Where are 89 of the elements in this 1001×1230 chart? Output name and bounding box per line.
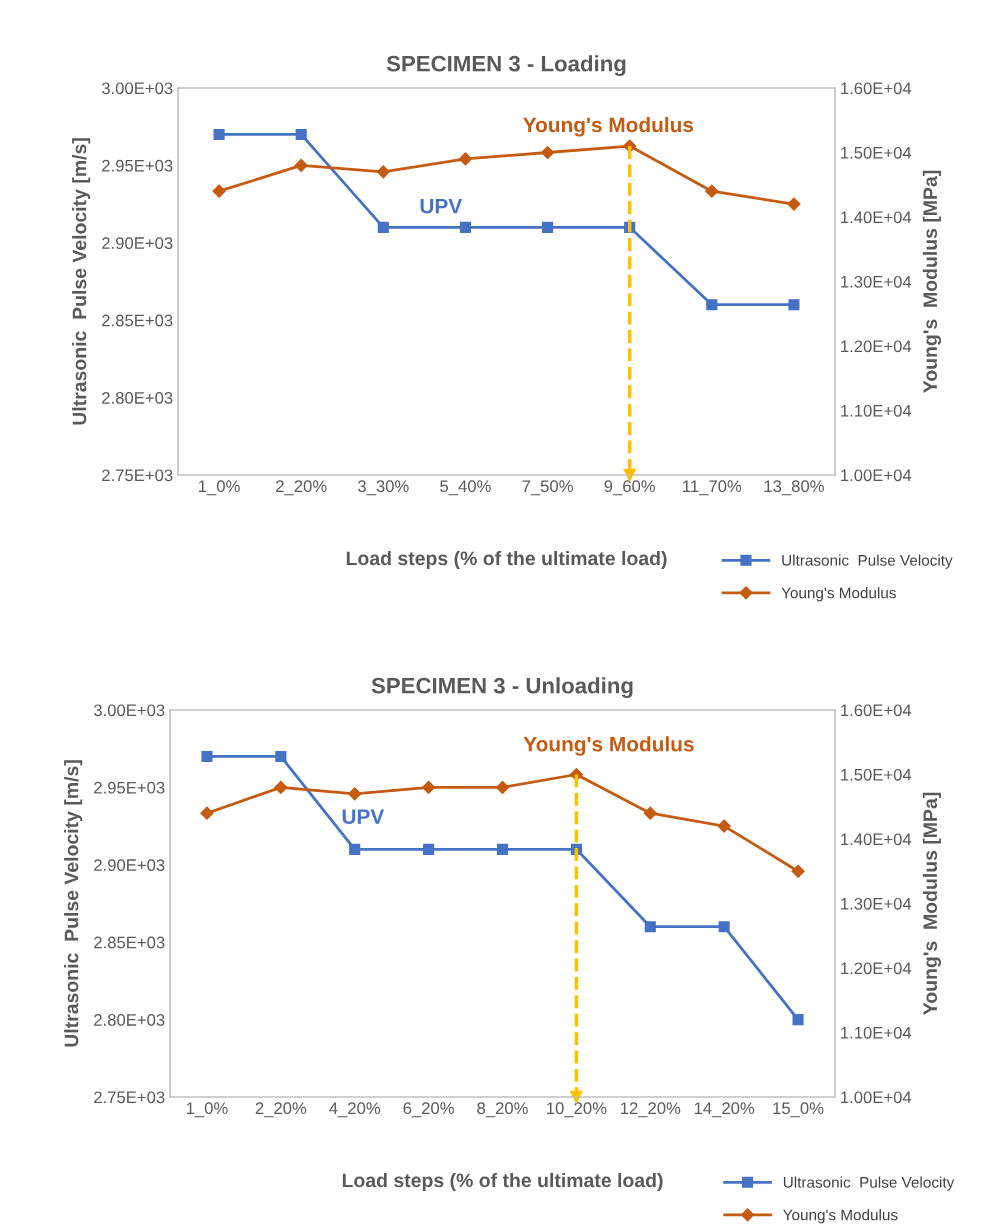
y2-axis-title: Young's Modulus [MPa] (922, 170, 942, 393)
annotation: UPV (342, 809, 385, 824)
y2-tick-label: 1.60E+04 (841, 82, 912, 95)
x-tick-label: 2_20% (255, 1102, 307, 1118)
y-tick-label: 2.95E+03 (102, 159, 173, 172)
legend-label: Ultrasonic Pulse Velocity (782, 554, 953, 569)
x-tick-label: 7_50% (522, 480, 573, 496)
legend-label: Young's Modulus (781, 587, 896, 602)
point (213, 128, 225, 140)
y-tick-label: 3.00E+03 (101, 82, 173, 95)
point (212, 184, 226, 198)
x-tick-label: 12_20% (620, 1102, 681, 1118)
x-tick-label: 15_0% (773, 1102, 824, 1118)
y2-tick-label: 1.00E+04 (841, 1091, 912, 1104)
point (540, 145, 555, 160)
x-tick-label: 4_20% (329, 1102, 381, 1118)
y2-tick-label: 1.20E+04 (841, 340, 912, 353)
point (458, 152, 473, 166)
y2-tick-label: 1.10E+04 (841, 404, 912, 417)
point (542, 221, 554, 233)
y-tick-label: 2.95E+03 (94, 781, 165, 794)
y-tick-label: 2.90E+03 (94, 859, 165, 871)
y2-tick-label: 1.30E+04 (841, 897, 912, 910)
point (423, 843, 435, 855)
y-tick-label: 2.85E+03 (94, 936, 165, 949)
y2-tick-label: 1.20E+04 (841, 962, 912, 975)
y-axis-title: Ultrasonic Pulse Velocity [m/s] (64, 760, 83, 1047)
y2-tick-label: 1.10E+04 (841, 1026, 912, 1039)
x-tick-label: 1_0% (186, 1102, 228, 1118)
legend-label: Young's Modulus (783, 1209, 898, 1224)
y-tick-label: 2.80E+03 (102, 392, 173, 404)
point (294, 158, 308, 172)
legend-label: Ultrasonic Pulse Velocity (783, 1176, 955, 1191)
x-tick-label: 14_20% (694, 1102, 755, 1118)
annotation: Young's Modulus (523, 736, 694, 756)
y-tick-label: 2.80E+03 (94, 1014, 165, 1026)
point (348, 787, 362, 801)
x-tick-label: 6_20% (403, 1102, 454, 1118)
point (422, 780, 436, 794)
point (496, 843, 509, 855)
point (201, 750, 213, 762)
y2-tick-label: 1.50E+04 (841, 146, 912, 159)
x-tick-label: 3_30% (358, 480, 409, 496)
y-tick-label: 2.75E+03 (102, 469, 173, 482)
x-tick-label: 13_80% (764, 480, 824, 496)
point (200, 806, 214, 820)
x-tick-label: 9_60% (604, 480, 656, 496)
x-tick-label: 5_40% (440, 480, 491, 496)
point (717, 819, 731, 833)
x-tick-label: 10_20% (547, 1102, 607, 1118)
y2-axis-title: Young's Modulus [MPa] (922, 792, 942, 1015)
y2-tick-label: 1.40E+04 (841, 833, 912, 846)
point (788, 299, 800, 311)
point (459, 221, 471, 233)
point (705, 184, 719, 198)
point (295, 128, 307, 140)
y-tick-label: 2.90E+03 (102, 237, 173, 249)
point (644, 921, 656, 933)
y-tick-label: 3.00E+03 (93, 704, 165, 717)
point (718, 921, 730, 933)
chart-title: SPECIMEN 3 - Loading (386, 55, 626, 77)
point (349, 843, 361, 855)
y2-tick-label: 1.60E+04 (841, 704, 912, 717)
y-axis-title: Ultrasonic Pulse Velocity [m/s] (72, 138, 91, 425)
point (706, 299, 718, 311)
point (787, 197, 801, 211)
x-tick-label: 1_0% (199, 480, 240, 496)
chart-title: SPECIMEN 3 - Unloading (371, 677, 633, 699)
point (643, 806, 657, 820)
point (377, 221, 389, 233)
x-tick-label: 2_20% (276, 480, 327, 496)
x-tick-label: 11_70% (683, 480, 742, 496)
point (495, 780, 510, 794)
point (791, 864, 805, 878)
y2-tick-label: 1.40E+04 (841, 211, 912, 224)
point (376, 165, 390, 179)
y-tick-label: 2.75E+03 (94, 1091, 165, 1104)
point (274, 780, 288, 794)
annotation: UPV (420, 199, 463, 214)
point (792, 1014, 804, 1026)
y2-tick-label: 1.50E+04 (841, 768, 912, 781)
point (275, 750, 287, 762)
y2-tick-label: 1.00E+04 (841, 469, 912, 482)
x-axis-title: Load steps (% of the ultimate load) (346, 550, 667, 570)
x-tick-label: 8_20% (477, 1102, 528, 1118)
x-axis-title: Load steps (% of the ultimate load) (342, 1172, 663, 1192)
annotation: Young's Modulus (523, 116, 694, 137)
y-tick-label: 2.85E+03 (102, 314, 173, 327)
y2-tick-label: 1.30E+04 (841, 275, 912, 288)
